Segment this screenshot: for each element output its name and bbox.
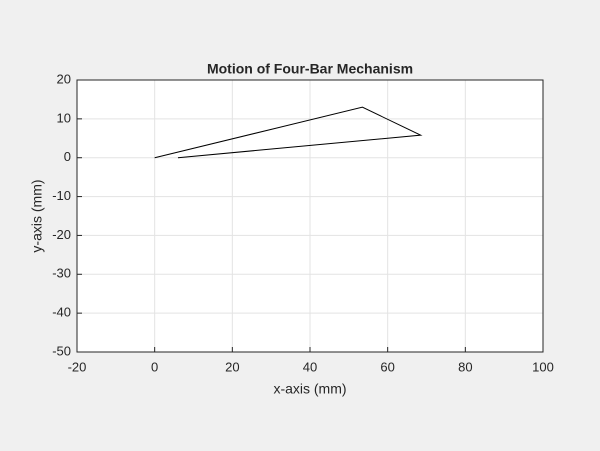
marks [154,106,423,159]
x-tick-label: 80 [458,359,472,374]
y-axis-label: y-axis (mm) [29,179,45,252]
y-tick-label: -30 [52,266,71,281]
chart-title: Motion of Four-Bar Mechanism [207,61,413,77]
y-tick-label: 0 [64,149,71,164]
x-axis-label: x-axis (mm) [273,381,346,397]
y-tick-label: -10 [52,188,71,203]
y-tick-label: -20 [52,227,71,242]
data-line [154,106,423,159]
y-tick-label: -50 [52,343,71,358]
y-tick-label: -40 [52,305,71,320]
y-tick-label: 10 [57,110,71,125]
x-tick-label: 0 [151,359,158,374]
x-tick-label: 40 [303,359,317,374]
x-tick-label: 60 [380,359,394,374]
x-tick-label: 20 [225,359,239,374]
y-tick-label: 20 [57,71,71,86]
x-tick-label: 100 [532,359,554,374]
x-tick-label: -20 [68,359,87,374]
